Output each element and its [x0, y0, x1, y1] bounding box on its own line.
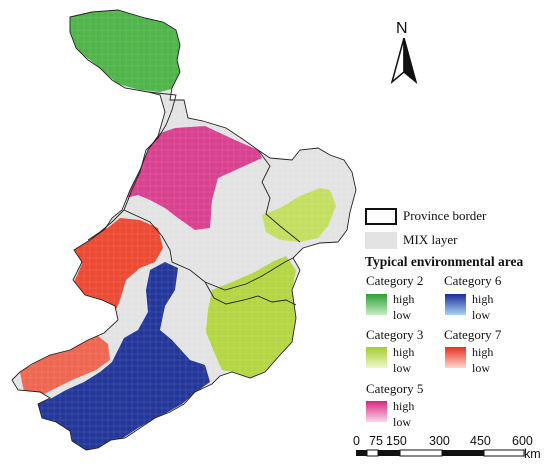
category-7-low: low — [472, 361, 490, 375]
legend-title: Typical environmental area — [365, 254, 524, 269]
category-6-gradient — [445, 294, 466, 315]
category-2-gradient — [366, 294, 387, 315]
province-borders — [11, 9, 357, 451]
north-arrow-icon — [390, 38, 418, 84]
province-border-label: Province border — [403, 208, 487, 223]
category-7-label: Category 7 — [444, 327, 502, 342]
scale-tick-150: 150 — [386, 434, 407, 448]
scale-tick-450: 450 — [470, 434, 491, 448]
north-arrow: N — [386, 20, 422, 84]
mix-layer-label: MIX layer — [403, 232, 458, 247]
scale-tick-600: 600 — [512, 434, 533, 448]
category-3-high: high — [393, 345, 415, 359]
category-5-low: low — [393, 415, 411, 429]
category-6-low: low — [472, 308, 490, 322]
category-7-gradient — [445, 347, 466, 368]
category-3-gradient — [366, 347, 387, 368]
scale-tick-0: 0 — [353, 434, 360, 448]
category-5-label: Category 5 — [366, 381, 424, 396]
north-label: N — [396, 20, 408, 37]
category-7-high: high — [472, 345, 494, 359]
scale-tick-75: 75 — [369, 434, 383, 448]
category-3-low: low — [393, 361, 411, 375]
category-2-label: Category 2 — [366, 273, 424, 288]
scale-tick-300: 300 — [429, 434, 450, 448]
category-2-low: low — [393, 308, 411, 322]
scale-bar-graphic — [356, 449, 525, 457]
scale-unit: km — [524, 447, 541, 461]
mix-layer-swatch — [365, 232, 397, 249]
category-5-gradient — [366, 401, 387, 422]
category-3-label: Category 3 — [366, 327, 424, 342]
category-6-high: high — [472, 292, 494, 306]
category-6-label: Category 6 — [444, 273, 502, 288]
category-5-high: high — [393, 399, 415, 413]
category-2-high: high — [393, 292, 415, 306]
province-border-swatch — [365, 208, 397, 225]
